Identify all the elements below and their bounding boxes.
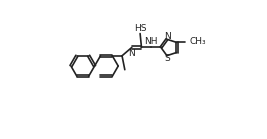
Text: N: N bbox=[164, 32, 171, 41]
Text: HS: HS bbox=[134, 24, 146, 33]
Text: CH₃: CH₃ bbox=[189, 37, 206, 46]
Text: N: N bbox=[128, 49, 135, 58]
Text: S: S bbox=[164, 54, 170, 63]
Text: NH: NH bbox=[144, 37, 157, 46]
